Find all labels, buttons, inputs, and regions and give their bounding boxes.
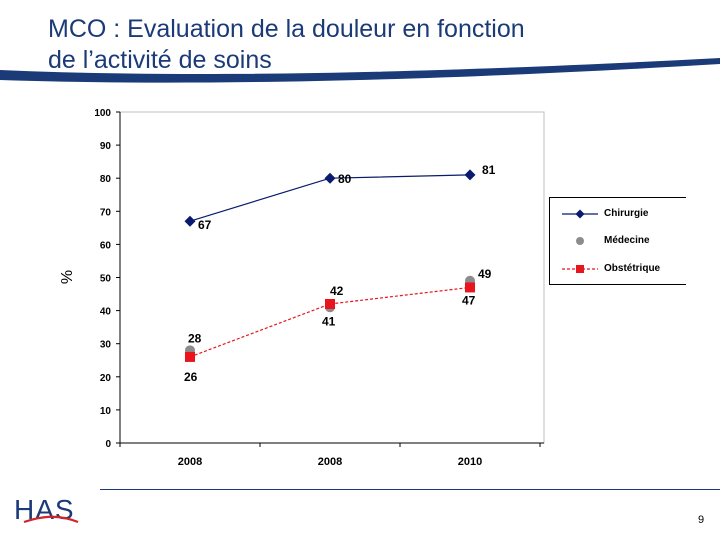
data-point	[184, 215, 196, 227]
data-label: 28	[188, 331, 202, 345]
y-tick-label: 80	[100, 174, 112, 185]
x-tick-label: 2008	[318, 456, 342, 468]
y-tick-label: 20	[100, 373, 112, 384]
data-label: 49	[478, 267, 492, 281]
legend-marker-obstetrique	[562, 265, 598, 273]
legend-marker-medecine	[576, 237, 584, 245]
data-label: 41	[322, 314, 336, 328]
data-label: 26	[184, 370, 198, 384]
slide-title-line1: MCO : Evaluation de la douleur en foncti…	[48, 15, 525, 43]
y-tick-label: 30	[100, 340, 112, 351]
y-tick-label: 0	[105, 439, 111, 450]
svg-text:HAS: HAS	[14, 494, 75, 525]
y-tick-label: 60	[100, 240, 112, 251]
data-label: 80	[338, 172, 352, 186]
legend-marker-chirurgie	[562, 209, 598, 219]
data-point	[465, 282, 475, 293]
title-swoosh	[0, 58, 720, 83]
slide-title-line2: de l’activité de soins	[48, 46, 272, 74]
has-logo: HAS	[14, 494, 79, 525]
y-tick-label: 50	[100, 274, 112, 285]
legend-item-chirurgie: Chirurgie	[550, 206, 686, 222]
y-tick-label: 70	[100, 207, 112, 218]
data-label: 67	[198, 218, 212, 232]
data-label: 81	[482, 163, 496, 177]
footer-rule	[100, 489, 720, 490]
slide-title: MCO : Evaluation de la douleur en foncti…	[48, 14, 688, 76]
data-point	[464, 169, 476, 181]
legend-label-obstetrique: Obstétrique	[604, 263, 661, 274]
data-label: 47	[462, 293, 476, 307]
page-number: 9	[698, 514, 705, 526]
legend-label-chirurgie: Chirurgie	[604, 208, 649, 219]
y-tick-label: 40	[100, 307, 112, 318]
data-point	[324, 172, 336, 184]
y-tick-label: 90	[100, 141, 112, 152]
x-tick-label: 2008	[178, 456, 202, 468]
y-axis-title: %	[59, 270, 76, 284]
y-tick-label: 10	[100, 406, 112, 417]
data-label: 42	[330, 284, 344, 298]
legend-label-medecine: Médecine	[604, 235, 650, 246]
legend-item-obstetrique: Obstétrique	[550, 261, 686, 277]
x-tick-label: 2010	[458, 456, 482, 468]
data-point	[325, 298, 335, 309]
legend-item-medecine: Médecine	[550, 233, 686, 249]
y-tick-label: 100	[94, 108, 111, 119]
data-point	[185, 351, 195, 362]
chart-legend: Chirurgie Médecine Obstétrique	[549, 197, 686, 285]
